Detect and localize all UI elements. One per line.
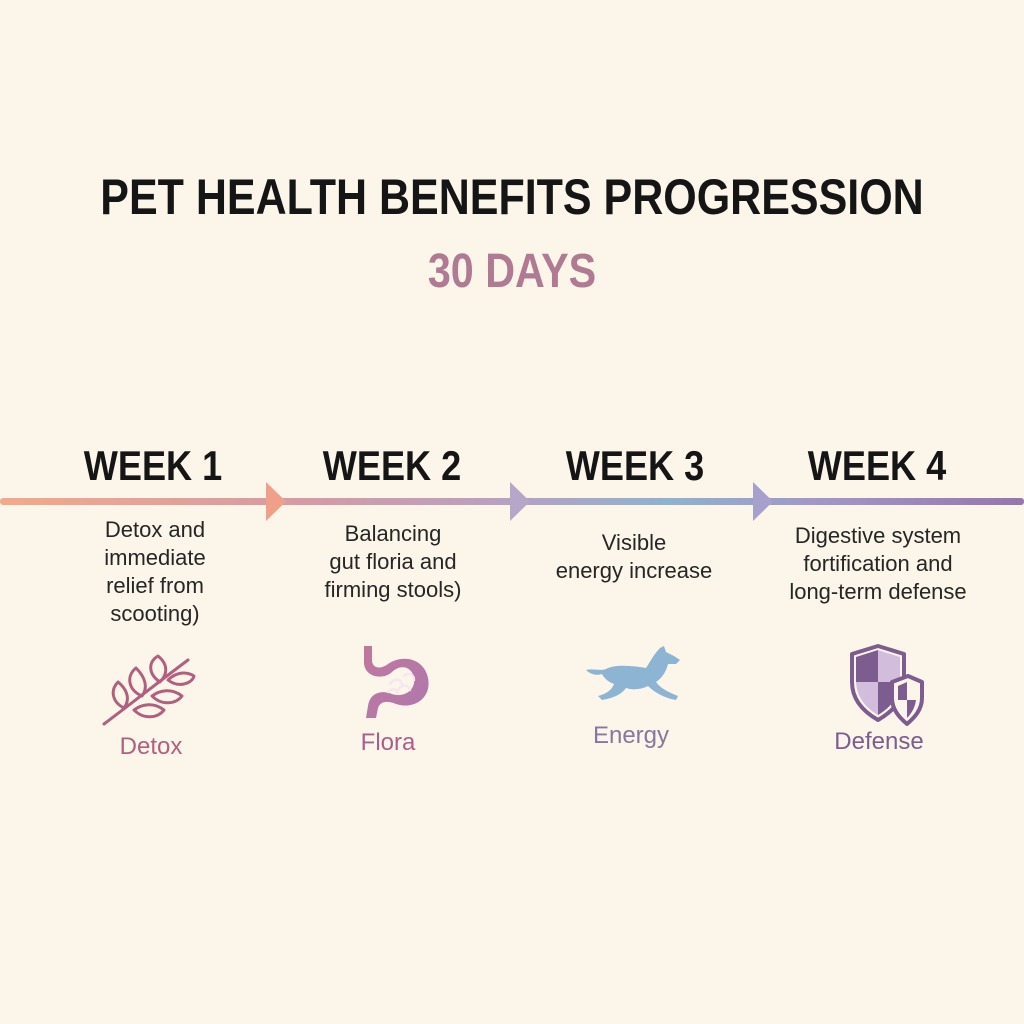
timeline-arrowhead-2: [510, 482, 530, 521]
week-1-description-line: relief from: [106, 573, 204, 598]
timeline-arrow: [0, 482, 1024, 521]
week-2-description-line: Balancing: [344, 521, 442, 546]
stomach-icon: [364, 646, 429, 718]
week-2-description-line: gut floria and: [329, 549, 457, 574]
week-3-description-line: energy increase: [555, 558, 713, 583]
week-4-title: WEEK 4: [807, 442, 947, 489]
defense-label: Defense: [834, 728, 924, 755]
flora-label: Flora: [360, 729, 416, 756]
shield-icon: [850, 644, 924, 726]
week-3-description-line: Visible: [601, 530, 667, 555]
week-4-description-line: fortification and: [803, 551, 953, 576]
week-1-title: WEEK 1: [83, 442, 223, 489]
week-2-description: Balancing gut floria and firming stools): [273, 520, 513, 604]
week-1-description-line: immediate: [104, 545, 206, 570]
detox-label: Detox: [119, 733, 183, 760]
week-2-description-line: firming stools): [324, 577, 462, 602]
page-title: PET HEALTH BENEFITS PROGRESSION: [100, 169, 924, 225]
leaf-branch-icon: [102, 654, 196, 726]
timeline-arrowhead-1: [266, 482, 286, 521]
week-1-description-line: Detox and: [104, 517, 206, 542]
energy-label: Energy: [592, 722, 670, 749]
week-1-description-line: scooting): [110, 601, 200, 626]
week-4-description: Digestive system fortification and long-…: [758, 522, 998, 606]
timeline-arrowhead-3: [753, 482, 773, 521]
week-4-description-line: long-term defense: [789, 579, 967, 604]
page-subtitle: 30 DAYS: [427, 245, 597, 298]
week-3-description: Visible energy increase: [514, 529, 754, 585]
week-1-description: Detox and immediate relief from scooting…: [35, 516, 275, 628]
running-dog-icon: [586, 646, 680, 700]
week-3-title: WEEK 3: [565, 442, 705, 489]
week-2-title: WEEK 2: [322, 442, 462, 489]
week-4-description-line: Digestive system: [794, 523, 962, 548]
